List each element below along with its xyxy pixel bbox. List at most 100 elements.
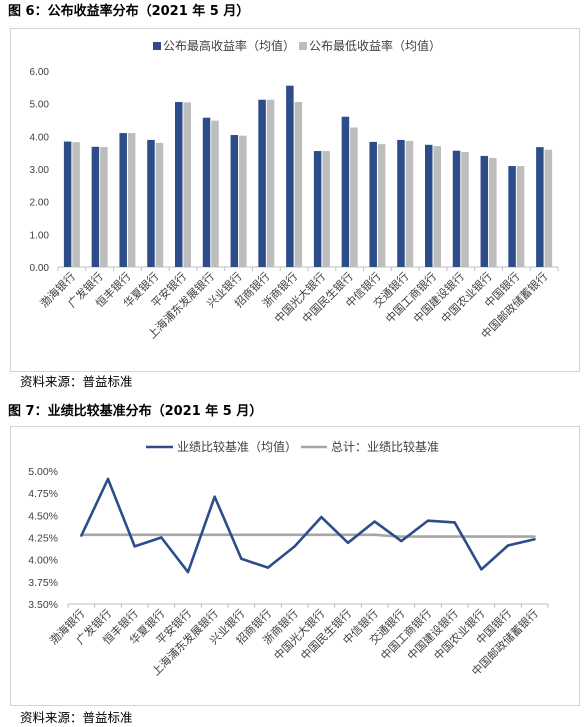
benchmark-total-point — [373, 533, 376, 537]
bar-highest-yield — [175, 102, 183, 268]
bar-highest-yield — [91, 146, 100, 267]
bar-highest-yield — [397, 139, 405, 267]
y-tick-label: 3.00 — [30, 165, 50, 176]
benchmark-mean-point — [426, 519, 430, 522]
bar-lowest-yield — [377, 144, 386, 267]
bar-highest-yield — [63, 141, 72, 267]
benchmark-mean-point — [453, 521, 456, 524]
chart-legend: 公布最高收益率（均值） 公布最低收益率（均值） — [153, 38, 441, 53]
benchmark-total-point — [133, 533, 136, 537]
y-tick-label: 3.75% — [28, 577, 58, 589]
legend-swatch-lowest-yield — [299, 42, 307, 50]
bar-lowest-yield — [489, 157, 497, 267]
bar-highest-yield — [508, 166, 516, 267]
yield-distribution-bar-chart: 公布最高收益率（均值） 公布最低收益率（均值） 0.00 1.00 2.00 3.00… — [30, 38, 559, 341]
figure-caption: 图 7：业绩比较基准分布（2021 年 5 月） — [8, 404, 263, 419]
benchmark-mean-point — [160, 536, 163, 539]
y-tick-label: 3.50% — [28, 599, 58, 611]
benchmark-total-point — [213, 533, 216, 537]
legend-label-benchmark-total: 总计：业绩比较基准 — [331, 439, 439, 454]
benchmark-total-point — [240, 533, 243, 537]
benchmark-mean-point — [133, 545, 136, 548]
benchmark-total-point — [266, 533, 270, 537]
y-tick-label: 4.75% — [28, 488, 58, 500]
bar-lowest-yield — [322, 151, 330, 267]
legend-swatch-highest-yield — [153, 42, 161, 50]
benchmark-total-point — [453, 535, 456, 538]
bar-highest-yield — [313, 151, 322, 267]
benchmark-mean-point — [266, 566, 270, 569]
bar-lowest-yield — [544, 149, 553, 267]
bar-lowest-yield — [183, 102, 191, 267]
bar-highest-yield — [147, 139, 155, 267]
benchmark-mean-point — [186, 570, 190, 574]
bar-highest-yield — [341, 116, 350, 267]
bar-lowest-yield — [294, 102, 303, 268]
benchmark-distribution-line-chart: 业绩比较基准（均值） 总计：业绩比较基准 3.50% 3.75% 4.00% 4.25… — [28, 439, 549, 678]
bar-chart-container: 公布最高收益率（均值） 公布最低收益率（均值） 0.00 1.00 2.00 3.00… — [10, 28, 580, 372]
benchmark-total-point — [533, 535, 536, 538]
benchmark-total-point — [320, 533, 323, 537]
benchmark-mean-point — [373, 520, 376, 523]
benchmark-mean-point — [80, 534, 83, 537]
benchmark-total-point — [160, 533, 163, 537]
benchmark-total-point — [346, 533, 350, 537]
bar-lowest-yield — [100, 147, 108, 267]
benchmark-mean-point — [480, 568, 483, 571]
benchmark-mean-point — [533, 538, 536, 541]
benchmark-mean-point — [106, 477, 110, 481]
figure-source: 资料来源：普益标准 — [20, 710, 133, 725]
bar-highest-yield — [258, 99, 266, 267]
bar-highest-yield — [286, 85, 294, 267]
benchmark-total-line — [81, 533, 535, 538]
benchmark-mean-point — [400, 539, 403, 543]
y-tick-label: 4.00 — [30, 132, 50, 143]
y-tick-label: 4.00% — [28, 555, 58, 567]
bar-lowest-yield — [127, 133, 136, 267]
bar-lowest-yield — [461, 152, 469, 267]
y-tick-label: 6.00 — [30, 67, 50, 78]
y-tick-label: 2.00 — [30, 198, 50, 209]
bar-highest-yield — [480, 155, 489, 267]
bar-highest-yield — [119, 133, 127, 267]
figure-source: 资料来源：普益标准 — [20, 374, 133, 389]
bar-highest-yield — [425, 144, 433, 267]
legend-label-lowest-yield: 公布最低收益率（均值） — [309, 38, 441, 53]
benchmark-total-point — [480, 535, 483, 538]
bar-lowest-yield — [516, 166, 525, 267]
bar-highest-yield — [230, 135, 239, 267]
benchmark-mean-point — [293, 545, 296, 548]
bar-lowest-yield — [405, 140, 414, 267]
bar-lowest-yield — [72, 142, 80, 267]
bar-lowest-yield — [211, 120, 219, 267]
y-tick-label: 4.25% — [28, 533, 58, 545]
benchmark-total-point — [186, 533, 190, 537]
benchmark-mean-line — [80, 477, 535, 574]
y-tick-label: 4.50% — [28, 510, 58, 522]
bar-lowest-yield — [239, 135, 247, 267]
legend-label-highest-yield: 公布最高收益率（均值） — [163, 38, 295, 53]
benchmark-total-point — [106, 533, 110, 537]
y-tick-label: 5.00% — [28, 466, 58, 478]
benchmark-mean-point — [213, 495, 216, 498]
bar-highest-yield — [369, 141, 377, 267]
benchmark-mean-point — [346, 541, 350, 545]
benchmark-mean-point — [506, 544, 510, 547]
benchmark-total-point — [293, 533, 296, 537]
bar-highest-yield — [202, 117, 211, 267]
chart-legend: 业绩比较基准（均值） 总计：业绩比较基准 — [146, 439, 439, 454]
benchmark-mean-point — [320, 515, 323, 519]
bar-highest-yield — [452, 150, 461, 267]
bar-lowest-yield — [155, 142, 164, 267]
bar-lowest-yield — [266, 99, 275, 267]
y-tick-label: 1.00 — [30, 230, 50, 241]
line-chart-container: 业绩比较基准（均值） 总计：业绩比较基准 3.50% 3.75% 4.00% 4.25… — [10, 426, 580, 706]
benchmark-total-point — [426, 535, 430, 538]
bar-lowest-yield — [433, 146, 441, 267]
y-tick-label: 0.00 — [30, 263, 50, 274]
benchmark-mean-point — [240, 557, 243, 560]
bar-highest-yield — [536, 147, 544, 267]
y-tick-label: 5.00 — [30, 100, 50, 111]
benchmark-total-point — [400, 535, 403, 538]
bar-lowest-yield — [350, 127, 358, 267]
